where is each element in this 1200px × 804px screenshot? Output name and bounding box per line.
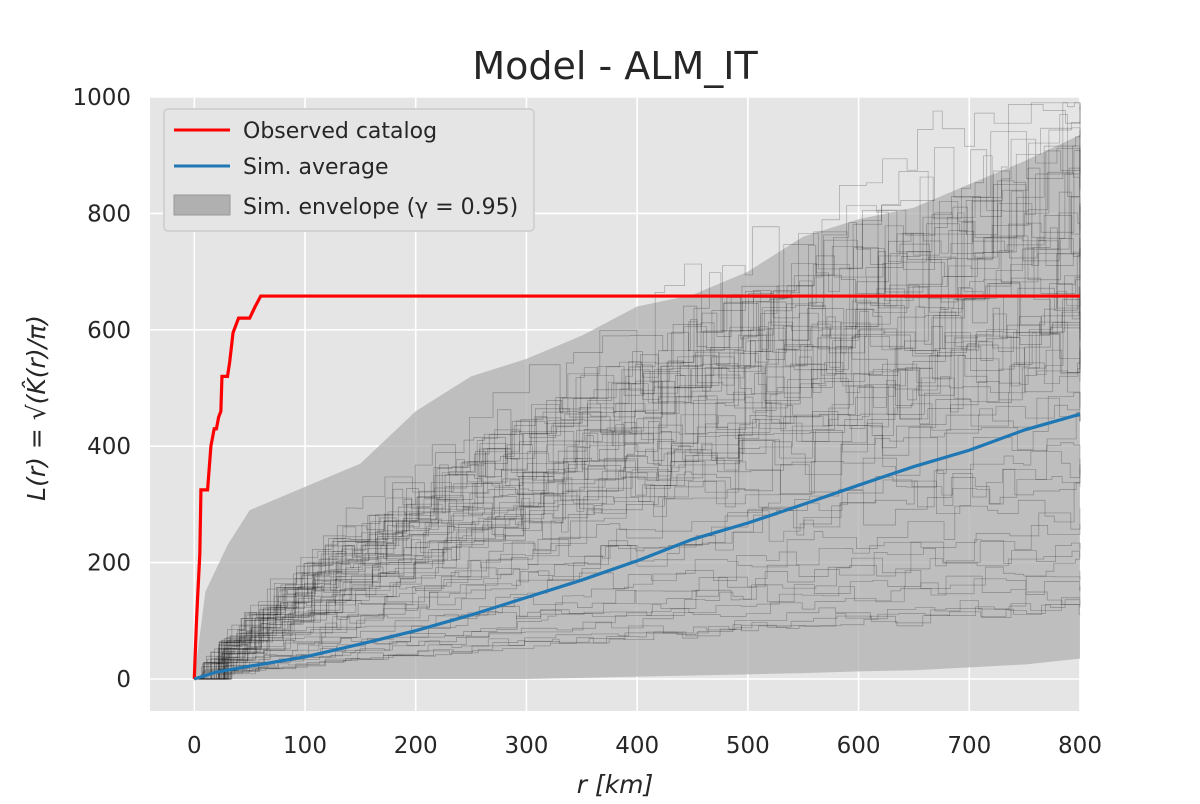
simulation-curve bbox=[194, 332, 1081, 680]
simulation-curve bbox=[194, 321, 1081, 680]
x-tick-label: 300 bbox=[504, 733, 548, 759]
simulation-curve bbox=[194, 238, 1081, 680]
simulation-curve bbox=[194, 102, 1081, 680]
simulation-curve bbox=[194, 286, 1081, 680]
x-tick-label: 700 bbox=[947, 733, 991, 759]
y-tick-label: 200 bbox=[87, 551, 131, 577]
simulation-curve bbox=[194, 150, 1081, 680]
simulation-curve bbox=[194, 103, 1081, 680]
plot-area bbox=[150, 96, 1081, 711]
simulation-curve bbox=[194, 597, 1081, 680]
simulation-curve bbox=[194, 392, 1081, 680]
x-tick-label: 100 bbox=[283, 733, 327, 759]
simulation-curve bbox=[194, 586, 1081, 680]
simulation-curve bbox=[194, 351, 1081, 680]
simulation-curves bbox=[194, 102, 1081, 680]
simulation-curve bbox=[194, 145, 1081, 680]
x-tick-label: 800 bbox=[1058, 733, 1102, 759]
simulation-curve bbox=[194, 442, 1081, 680]
simulation-curve bbox=[194, 310, 1081, 680]
simulation-curve bbox=[194, 130, 1081, 680]
simulation-curve bbox=[194, 247, 1081, 680]
y-tick-label: 0 bbox=[116, 667, 131, 693]
simulation-curve bbox=[194, 150, 1081, 680]
chart-title: Model - ALM_IT bbox=[472, 44, 758, 88]
legend-label-envelope: Sim. envelope (γ = 0.95) bbox=[243, 195, 518, 220]
simulation-curve bbox=[194, 539, 1081, 680]
simulation-curve bbox=[194, 451, 1081, 680]
legend-label-average: Sim. average bbox=[243, 155, 389, 180]
legend-box bbox=[163, 108, 535, 232]
simulation-curve bbox=[194, 127, 1081, 680]
simulation-curve bbox=[194, 237, 1081, 680]
simulation-curve bbox=[194, 138, 1081, 680]
simulation-curve bbox=[194, 171, 1081, 680]
simulation-curve bbox=[194, 397, 1081, 680]
simulation-curve bbox=[194, 370, 1081, 680]
simulation-curve bbox=[194, 203, 1081, 680]
y-tick-label: 400 bbox=[87, 434, 131, 460]
simulation-curve bbox=[194, 102, 1081, 680]
simulation-curve bbox=[194, 121, 1081, 680]
simulation-curve bbox=[194, 275, 1081, 680]
simulation-curve bbox=[194, 215, 1081, 680]
simulation-curve bbox=[194, 523, 1081, 680]
simulation-curve bbox=[194, 206, 1081, 680]
x-tick-label: 200 bbox=[394, 733, 438, 759]
simulation-curve bbox=[194, 292, 1081, 680]
x-axis-ticks: 0 100 200 300 400 500 600 700 800 bbox=[187, 733, 1102, 759]
sim-envelope bbox=[194, 134, 1081, 679]
x-tick-label: 400 bbox=[615, 733, 659, 759]
y-axis-label: L(r) = √(K̂(r)/π) bbox=[22, 315, 51, 501]
simulation-curve bbox=[194, 311, 1081, 680]
simulation-curve bbox=[194, 190, 1081, 680]
simulation-curve bbox=[194, 599, 1081, 680]
y-tick-label: 800 bbox=[87, 201, 131, 227]
simulation-curve bbox=[194, 458, 1081, 680]
y-axis-ticks: 0 200 400 600 800 1000 bbox=[72, 85, 131, 693]
simulation-curve bbox=[194, 604, 1081, 680]
simulation-curve bbox=[194, 327, 1081, 680]
simulation-curve bbox=[194, 167, 1081, 680]
simulation-curve bbox=[194, 558, 1081, 680]
simulation-curve bbox=[194, 543, 1081, 680]
simulation-curve bbox=[194, 202, 1081, 680]
simulation-curve bbox=[194, 482, 1081, 680]
simulation-curve bbox=[194, 570, 1081, 680]
x-tick-label: 600 bbox=[837, 733, 881, 759]
simulation-curve bbox=[194, 507, 1081, 680]
sim-average-line bbox=[193, 412, 1081, 681]
simulation-curve bbox=[194, 196, 1081, 680]
legend-label-observed: Observed catalog bbox=[243, 119, 437, 144]
x-tick-label: 500 bbox=[726, 733, 770, 759]
legend-swatch-envelope bbox=[173, 194, 231, 216]
x-tick-label: 0 bbox=[187, 733, 202, 759]
simulation-curve bbox=[194, 225, 1081, 680]
simulation-curve bbox=[194, 206, 1081, 680]
x-axis-label: r [km] bbox=[577, 770, 654, 799]
observed-catalog-line bbox=[192, 294, 1080, 680]
simulation-curve bbox=[194, 575, 1081, 680]
y-tick-label: 600 bbox=[87, 318, 131, 344]
simulation-curve bbox=[194, 359, 1081, 680]
simulation-curve bbox=[194, 411, 1081, 680]
simulation-curve bbox=[194, 322, 1081, 680]
y-tick-label: 1000 bbox=[72, 85, 131, 111]
simulation-curve bbox=[194, 106, 1081, 680]
simulation-curve bbox=[194, 221, 1081, 680]
simulation-curve bbox=[194, 149, 1081, 680]
simulation-curve bbox=[194, 317, 1081, 680]
legend: Observed catalog Sim. average Sim. envel… bbox=[163, 108, 535, 232]
simulation-curve bbox=[194, 298, 1081, 680]
simulation-curve bbox=[194, 468, 1081, 680]
